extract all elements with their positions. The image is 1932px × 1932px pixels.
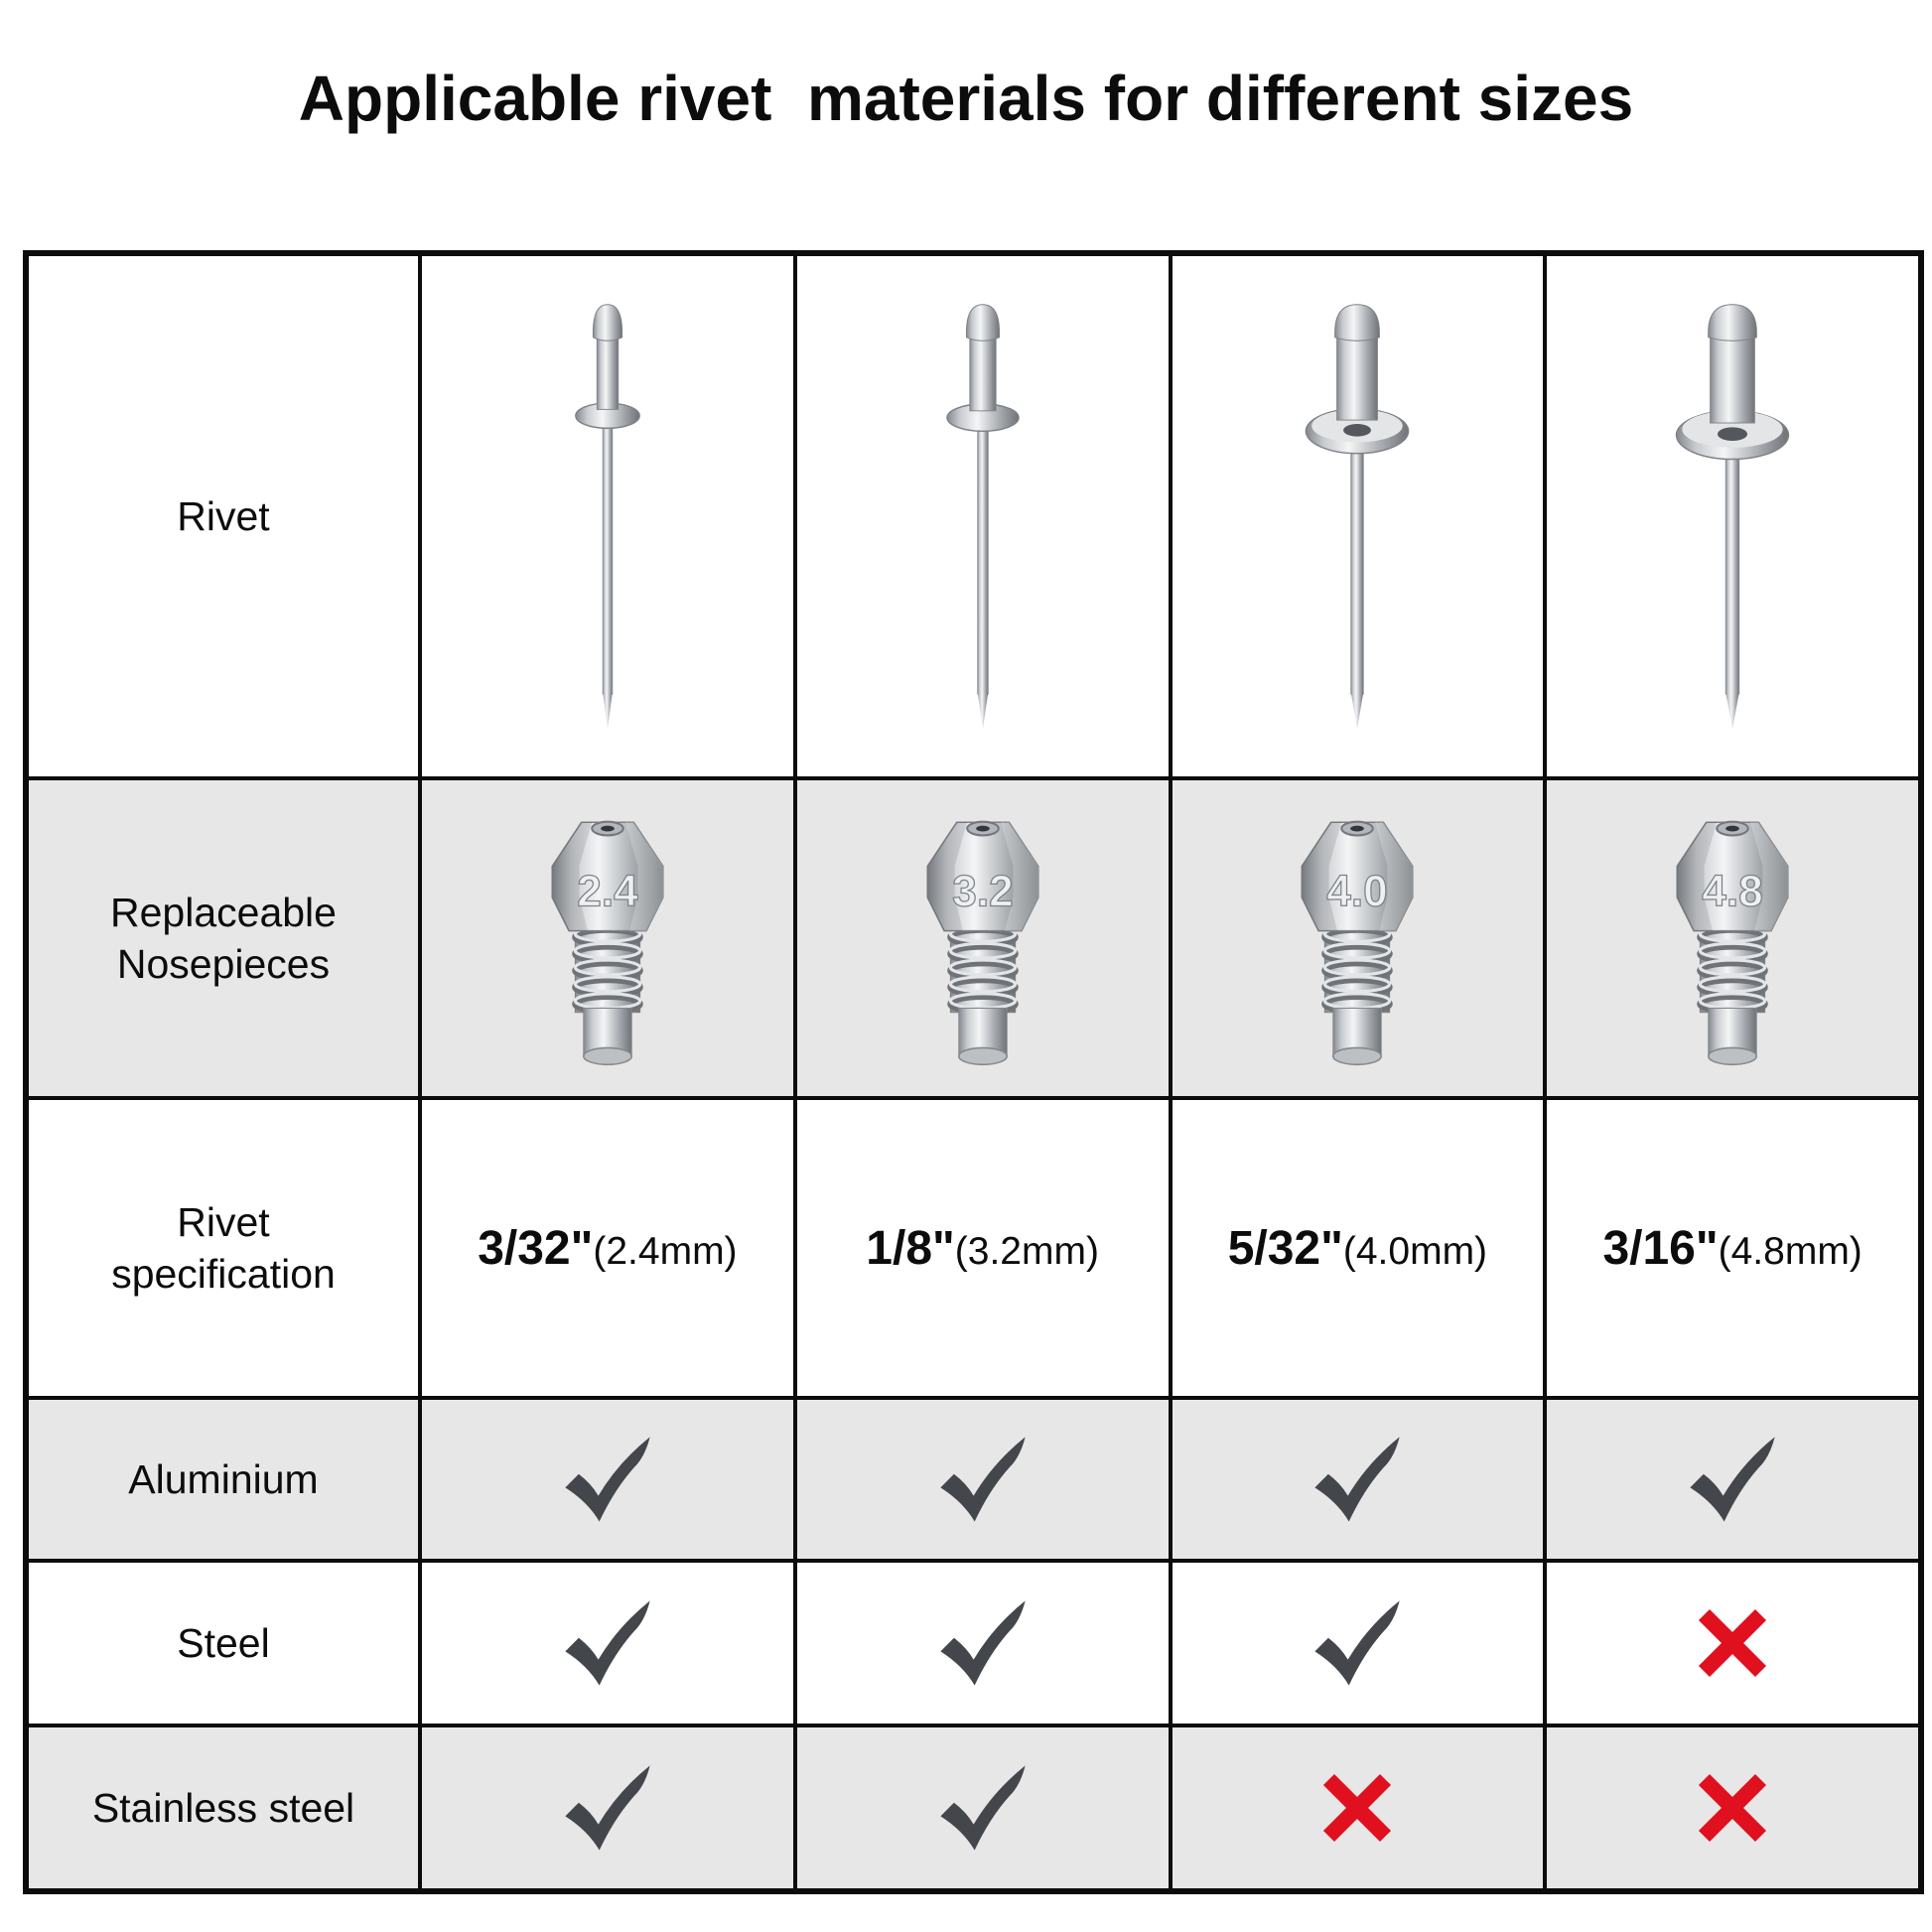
mark-stainless-4 <box>1543 1724 1918 1888</box>
rivet-photo-2 <box>792 256 1169 776</box>
rivet-table: Rivet <box>23 250 1924 1894</box>
mark-steel-2 <box>792 1559 1169 1724</box>
spec-mm: (4.0mm) <box>1342 1229 1488 1273</box>
nosepiece-photo-2: 3.2 <box>792 776 1169 1096</box>
rivet-image <box>1306 304 1410 730</box>
nosepiece-image: 2.4 <box>551 820 664 1066</box>
nosepiece-image: 3.2 <box>926 820 1039 1066</box>
spec-mm: (2.4mm) <box>593 1229 738 1273</box>
cross-icon <box>1323 1773 1392 1843</box>
nosepiece-image: 4.8 <box>1676 820 1789 1066</box>
svg-text:4.0: 4.0 <box>1327 867 1388 915</box>
nosepiece-photo-1: 2.4 <box>418 776 793 1096</box>
spec-value-3: 5/32" (4.0mm) <box>1168 1096 1544 1396</box>
mark-aluminium-4 <box>1543 1396 1918 1559</box>
spec-mm: (4.8mm) <box>1718 1229 1863 1273</box>
nosepiece-photo-4: 4.8 <box>1543 776 1918 1096</box>
rivet-photo-1 <box>418 256 793 776</box>
check-icon <box>939 1437 1026 1522</box>
rivet-photo-3 <box>1168 256 1544 776</box>
mark-aluminium-1 <box>418 1396 793 1559</box>
mark-steel-3 <box>1168 1559 1544 1724</box>
mark-stainless-3 <box>1168 1724 1544 1888</box>
check-icon <box>1314 1600 1401 1686</box>
spec-main: 5/32" <box>1227 1221 1343 1275</box>
mark-stainless-2 <box>792 1724 1169 1888</box>
row-label-aluminium: Aluminium <box>29 1396 418 1559</box>
svg-text:4.8: 4.8 <box>1702 867 1762 915</box>
rivet-image <box>1675 304 1790 730</box>
spec-mm: (3.2mm) <box>954 1229 1099 1273</box>
row-label-rivet: Rivet <box>177 492 270 539</box>
cross-icon <box>1699 1773 1767 1843</box>
mark-aluminium-3 <box>1168 1396 1544 1559</box>
svg-text:3.2: 3.2 <box>952 867 1013 915</box>
check-icon <box>939 1600 1026 1686</box>
mark-stainless-1 <box>418 1724 793 1888</box>
mark-steel-4 <box>1543 1559 1918 1724</box>
nosepiece-photo-3: 4.0 <box>1168 776 1544 1096</box>
check-icon <box>1690 1437 1775 1522</box>
spec-main: 3/16" <box>1602 1221 1719 1275</box>
spec-value-2: 1/8" (3.2mm) <box>792 1096 1169 1396</box>
rivet-photo-4 <box>1543 256 1918 776</box>
nosepiece-image: 4.0 <box>1301 820 1414 1066</box>
spec-value-1: 3/32" (2.4mm) <box>418 1096 793 1396</box>
spec-main: 3/32" <box>478 1221 594 1275</box>
spec-value-4: 3/16" (4.8mm) <box>1543 1096 1918 1396</box>
check-icon <box>565 1600 650 1686</box>
row-label-steel: Steel <box>29 1559 418 1724</box>
rivet-image <box>575 304 640 730</box>
check-icon <box>565 1437 650 1522</box>
mark-aluminium-2 <box>792 1396 1169 1559</box>
page-title: Applicable rivet materials for different… <box>298 63 1634 134</box>
row-label-nosepieces: Replaceable Nosepieces <box>29 776 418 1096</box>
check-icon <box>1314 1437 1401 1522</box>
row-label-spec: Rivet specification <box>29 1096 418 1396</box>
mark-steel-1 <box>418 1559 793 1724</box>
rivet-image <box>945 304 1020 730</box>
row-label-stainless: Stainless steel <box>29 1724 418 1888</box>
check-icon <box>939 1765 1026 1851</box>
check-icon <box>565 1765 650 1851</box>
spec-main: 1/8" <box>866 1221 955 1275</box>
svg-text:2.4: 2.4 <box>577 867 638 915</box>
cross-icon <box>1699 1608 1767 1678</box>
